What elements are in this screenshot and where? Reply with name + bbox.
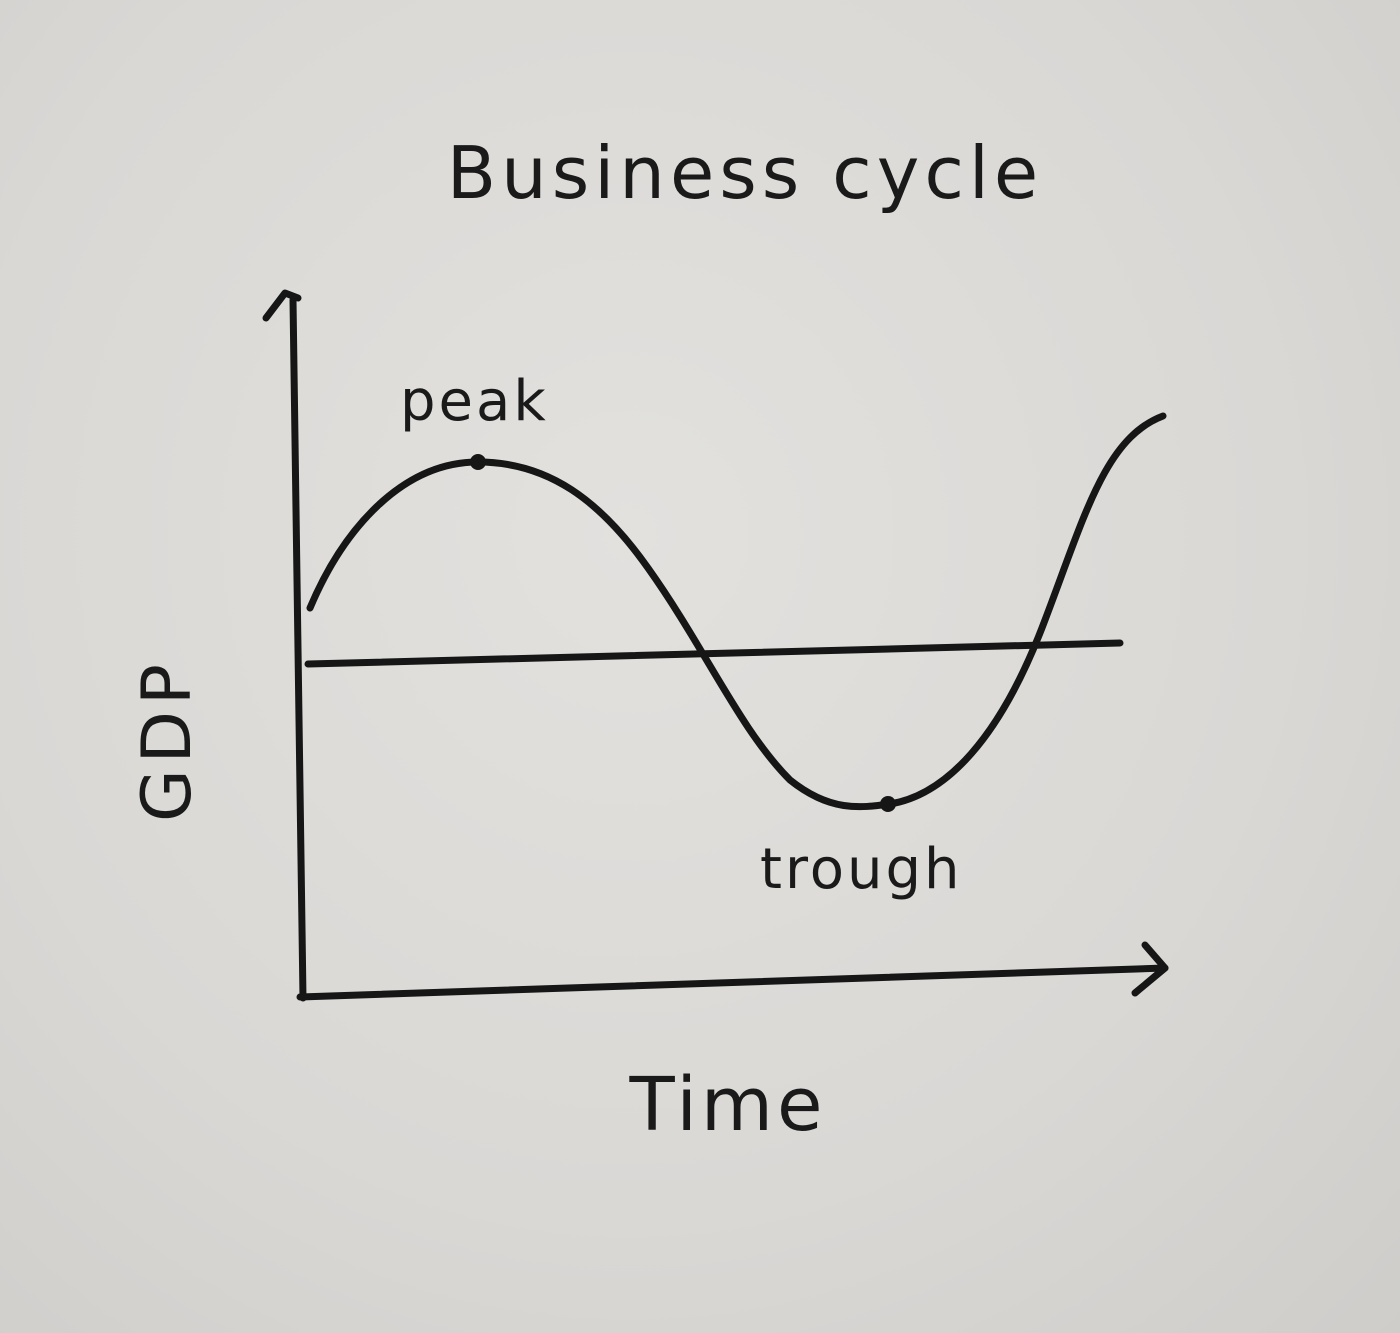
trough-marker bbox=[880, 796, 896, 812]
peak-label: peak bbox=[400, 369, 549, 434]
trend-line bbox=[304, 639, 1124, 668]
trough-label: trough bbox=[760, 837, 963, 902]
y-axis-arrowhead bbox=[262, 289, 302, 322]
x-axis-label: Time bbox=[628, 1062, 826, 1148]
cycle-curve bbox=[306, 412, 1167, 811]
y-axis-line bbox=[289, 296, 307, 1002]
y-axis-label: GDP bbox=[128, 658, 207, 822]
peak-marker bbox=[470, 454, 486, 470]
diagram-title: Business cycle bbox=[447, 131, 1043, 215]
x-axis-line bbox=[296, 964, 1169, 1001]
x-axis-arrowhead bbox=[1131, 941, 1169, 997]
